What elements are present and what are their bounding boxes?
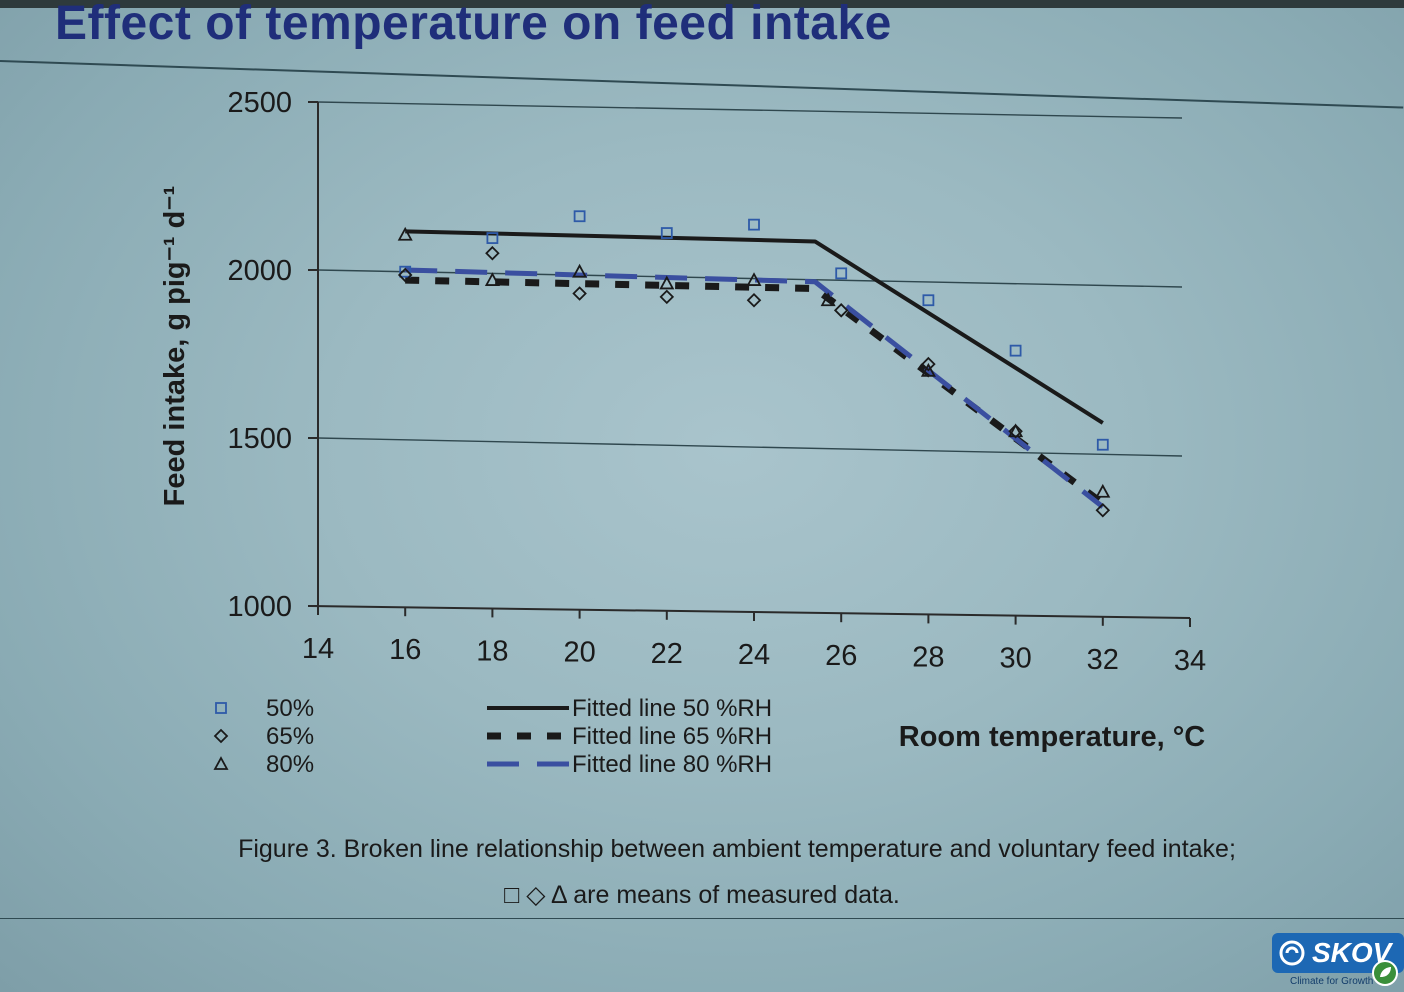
y-tick-label-1000: 1000 [227,591,292,623]
marker-square-1 [486,232,499,244]
x-axis-line [309,605,1191,619]
fitted-line-solid [405,229,1104,425]
legend-marker-diamond [213,728,229,744]
marker-triangle-4 [746,272,762,286]
marker-triangle-3 [659,275,675,290]
marker-square-8 [1096,438,1109,451]
gridline-2500 [317,101,1183,119]
fitted-lines [405,229,1105,509]
marker-triangle-0 [397,226,413,241]
x-tick-label-16: 16 [389,634,421,666]
footer-divider [0,918,1404,919]
marker-square-2 [573,210,586,223]
logo-swirl-icon [1279,940,1305,966]
y-axis-label: Feed intake, g pig⁻¹ d⁻¹ [159,186,191,507]
marker-diamond-4 [746,292,762,308]
legend-label-diamond: 65% [266,723,314,750]
legend-marker-triangle [213,756,229,770]
marker-square-5 [835,267,848,280]
marker-diamond-2 [572,286,587,301]
x-tick-label-30: 30 [999,643,1031,675]
marker-diamond-3 [659,289,675,305]
marker-triangle-8 [1095,483,1111,498]
fitted-line-dashed [405,267,1105,509]
screen-top-edge [0,0,1404,8]
figure-caption-note: □ ◇ Δ are means of measured data. [504,881,900,909]
x-tick-label-20: 20 [563,637,595,669]
x-tick-label-14: 14 [302,633,334,665]
marker-square-4 [748,218,760,231]
axes: 1000 1500 2000 2500 14 16 18 20 22 24 26 28 30 32 34 Fe… [159,87,1206,753]
marker-triangle-2 [572,263,588,278]
x-tick-label-26: 26 [825,640,857,672]
fitted-line-dotted [405,276,1105,507]
logo-tagline: Climate for Growth [1290,976,1374,987]
marker-diamond-6 [921,356,936,372]
marker-triangle-1 [484,272,500,286]
y-tick-label-2500: 2500 [227,87,292,119]
legend-marker-square [215,702,227,714]
legend-label-dotted: Fitted line 65 %RH [572,723,772,750]
leaf-badge-icon [1372,960,1398,986]
marker-diamond-0 [397,267,413,283]
marker-triangle-7 [1008,423,1024,438]
marker-triangle-6 [920,362,936,377]
legend-label-triangle: 80% [266,751,314,778]
legend-label-square: 50% [266,695,314,722]
gridline-1500 [317,437,1183,457]
marker-diamond-1 [485,245,500,261]
x-tick-label-22: 22 [651,638,683,670]
marker-triangle-5 [820,292,836,307]
slide-title: Effect of temperature on feed intake [55,0,892,50]
x-tick-label-28: 28 [912,641,944,673]
marker-diamond-8 [1095,502,1111,518]
marker-square-6 [922,294,935,307]
marker-diamond-7 [1008,424,1023,439]
y-tick-label-1500: 1500 [227,423,292,455]
marker-diamond-5 [833,303,849,318]
figure-caption: Figure 3. Broken line relationship betwe… [238,835,1236,863]
x-tick-label-24: 24 [738,639,770,671]
x-axis-label: Room temperature, °C [899,721,1206,753]
y-tick-label-2000: 2000 [227,255,292,287]
data-markers [397,210,1111,518]
x-tick-label-34: 34 [1174,645,1206,677]
marker-square-7 [1009,344,1022,357]
legend-label-dashed: Fitted line 80 %RH [572,751,772,778]
x-tick-label-32: 32 [1087,644,1119,676]
x-tick-label-18: 18 [476,635,508,667]
marker-square-0 [399,265,412,278]
legend-label-solid: Fitted line 50 %RH [572,695,772,722]
marker-square-3 [660,227,673,239]
